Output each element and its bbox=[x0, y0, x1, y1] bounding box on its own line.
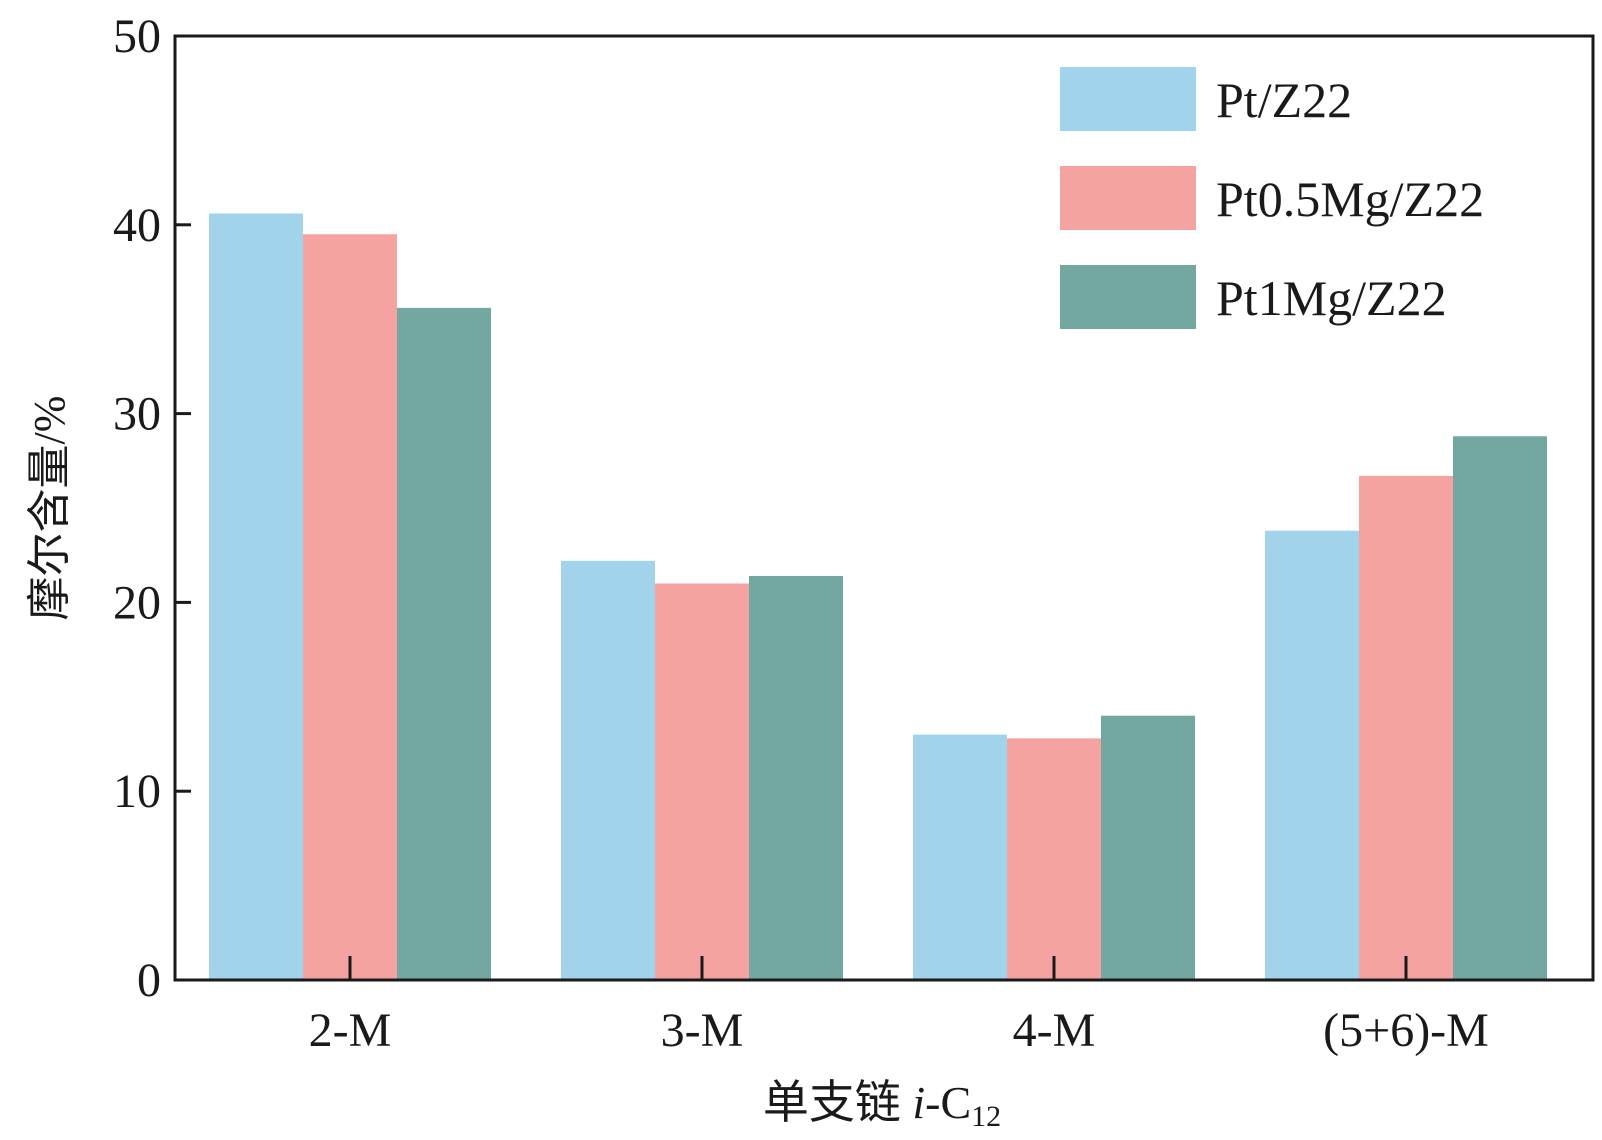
y-tick-label: 50 bbox=[113, 10, 161, 63]
y-tick-label: 40 bbox=[113, 199, 161, 252]
bar-2-M-Pt1Mg/Z22 bbox=[397, 307, 491, 980]
bar-(5+6)-M-Pt0.5Mg/Z22 bbox=[1359, 475, 1453, 980]
y-tick-label: 30 bbox=[113, 388, 161, 441]
bar-4-M-Pt1Mg/Z22 bbox=[1101, 715, 1195, 980]
bars-group bbox=[209, 213, 1547, 981]
y-axis-label: 摩尔含量/% bbox=[25, 396, 74, 621]
bar-4-M-Pt0.5Mg/Z22 bbox=[1007, 738, 1101, 980]
x-tick-label: 3-M bbox=[661, 1004, 744, 1057]
legend: Pt/Z22 Pt0.5Mg/Z22 Pt1Mg/Z22 bbox=[1060, 67, 1484, 329]
x-axis-label-subscript: 12 bbox=[971, 1100, 1001, 1133]
legend-label: Pt1Mg/Z22 bbox=[1216, 270, 1447, 326]
x-axis-label-italic: i bbox=[912, 1077, 925, 1128]
x-tick-label: (5+6)-M bbox=[1323, 1004, 1489, 1057]
y-tick-label: 0 bbox=[137, 954, 161, 1007]
legend-swatch-Pt1Mg/Z22 bbox=[1060, 265, 1196, 329]
bar-3-M-Pt/Z22 bbox=[561, 560, 655, 980]
x-axis-label-suffix: -C bbox=[925, 1077, 971, 1128]
bar-(5+6)-M-Pt1Mg/Z22 bbox=[1453, 436, 1547, 981]
x-axis-label-main: 单支链 bbox=[763, 1077, 913, 1128]
bar-4-M-Pt/Z22 bbox=[913, 734, 1007, 980]
x-axis-label: 单支链 i-C12 bbox=[763, 1077, 1001, 1133]
legend-swatch-Pt/Z22 bbox=[1060, 67, 1196, 131]
bar-3-M-Pt0.5Mg/Z22 bbox=[655, 583, 749, 980]
plot-frame bbox=[173, 34, 1595, 982]
bar-2-M-Pt/Z22 bbox=[209, 213, 303, 981]
bar-(5+6)-M-Pt/Z22 bbox=[1265, 530, 1359, 980]
y-tick-label: 10 bbox=[113, 765, 161, 818]
y-tick-label: 20 bbox=[113, 576, 161, 629]
legend-label: Pt/Z22 bbox=[1216, 72, 1352, 128]
bar-3-M-Pt1Mg/Z22 bbox=[749, 575, 843, 980]
legend-swatch-Pt0.5Mg/Z22 bbox=[1060, 166, 1196, 230]
legend-label: Pt0.5Mg/Z22 bbox=[1216, 171, 1484, 227]
x-axis: 2-M 3-M 4-M (5+6)-M bbox=[309, 956, 1489, 1057]
x-tick-label: 2-M bbox=[309, 1004, 392, 1057]
x-tick-label: 4-M bbox=[1013, 1004, 1096, 1057]
y-axis: 0 10 20 30 40 50 bbox=[113, 10, 191, 1007]
bar-2-M-Pt0.5Mg/Z22 bbox=[303, 234, 397, 981]
